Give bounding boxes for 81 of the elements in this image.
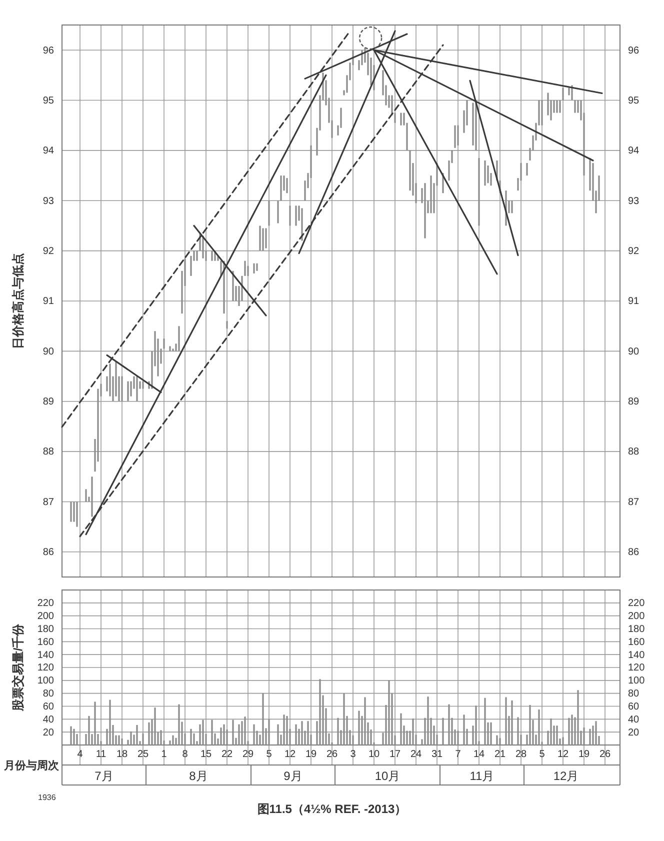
y-tick-label: 88 [42, 446, 54, 458]
x-tick-label: 5 [266, 749, 272, 760]
y-tick-label: 89 [42, 396, 54, 408]
y2-tick-label: 60 [628, 701, 640, 712]
x-tick-label: 26 [326, 749, 338, 760]
y-axis-title: 股票交易量/千份 [11, 622, 25, 712]
x-tick-label: 26 [599, 749, 611, 760]
x-tick-label: 8 [182, 749, 188, 760]
y-tick-label: 140 [37, 650, 54, 661]
y-tick-label: 120 [37, 662, 54, 674]
text: 11月 [470, 769, 494, 783]
y2-tick-label: 93 [628, 196, 640, 207]
x-tick-label: 14 [473, 749, 485, 760]
y2-tick-label: 20 [628, 727, 640, 738]
text: 图11.5（4½% REF. -2013） [257, 802, 407, 816]
y-tick-label: 95 [42, 95, 54, 106]
y2-tick-label: 95 [628, 95, 640, 106]
y2-tick-label: 220 [628, 598, 646, 610]
y-axis-title: 日价格高点与低点 [11, 253, 25, 349]
y-tick-label: 86 [42, 547, 54, 558]
x-tick-label: 12 [557, 749, 569, 760]
y-tick-label: 160 [37, 636, 54, 648]
y2-tick-label: 91 [628, 296, 640, 308]
text: 12月 [553, 769, 579, 783]
y-tick-label: 40 [42, 714, 54, 726]
y2-tick-label: 140 [628, 650, 646, 661]
x-tick-label: 4 [77, 749, 84, 760]
x-tick-label: 29 [242, 749, 254, 760]
y2-tick-label: 160 [628, 636, 646, 648]
y2-tick-label: 200 [628, 611, 646, 622]
x-tick-label: 17 [389, 749, 401, 760]
x-tick-label: 18 [116, 749, 128, 760]
y-tick-label: 20 [42, 727, 54, 738]
y-tick-label: 80 [42, 688, 54, 700]
y2-tick-label: 89 [628, 396, 640, 408]
y2-tick-label: 40 [628, 714, 640, 726]
y-tick-label: 93 [42, 196, 54, 207]
y-tick-label: 220 [37, 598, 54, 610]
y-tick-label: 90 [42, 346, 54, 358]
x-tick-label: 25 [137, 749, 149, 760]
y2-tick-label: 120 [628, 662, 646, 674]
y-tick-label: 91 [42, 296, 54, 308]
x-tick-label: 7 [455, 749, 462, 760]
x-tick-label: 1 [161, 749, 168, 760]
x-tick-label: 3 [350, 749, 356, 760]
y2-tick-label: 86 [628, 547, 640, 558]
x-tick-label: 22 [221, 749, 233, 760]
y-tick-label: 94 [42, 146, 54, 157]
y-tick-label: 96 [42, 45, 54, 56]
x-tick-label: 5 [539, 749, 546, 760]
x-tick-label: 19 [305, 749, 317, 760]
text: 7月 [94, 769, 114, 783]
y2-tick-label: 80 [628, 688, 640, 700]
text: 1936 [38, 793, 56, 802]
y-tick-label: 180 [37, 624, 54, 635]
x-tick-label: 11 [96, 749, 107, 760]
x-tick-label: 10 [368, 749, 380, 760]
x-tick-label: 31 [431, 749, 443, 760]
y-tick-label: 60 [42, 701, 54, 712]
text: 10月 [374, 769, 400, 783]
y2-tick-label: 88 [628, 446, 640, 458]
y-tick-label: 92 [42, 246, 54, 258]
x-axis-title: 月份与周次 [3, 759, 60, 772]
x-tick-label: 24 [410, 749, 422, 760]
y2-tick-label: 100 [628, 676, 646, 687]
x-tick-label: 12 [284, 749, 296, 760]
y2-tick-label: 180 [628, 624, 646, 635]
y2-tick-label: 96 [628, 45, 640, 56]
x-tick-label: 28 [515, 749, 527, 760]
text: 9月 [284, 769, 302, 783]
y2-tick-label: 90 [628, 346, 640, 358]
text: 8月 [189, 769, 208, 783]
y2-tick-label: 87 [628, 496, 640, 508]
y2-tick-label: 94 [628, 146, 640, 157]
y-tick-label: 100 [37, 676, 54, 687]
y-tick-label: 87 [42, 496, 54, 508]
x-tick-label: 21 [494, 749, 506, 760]
x-tick-label: 19 [578, 749, 590, 760]
y-tick-label: 200 [37, 611, 54, 622]
y2-tick-label: 92 [628, 246, 640, 258]
x-tick-label: 15 [200, 749, 212, 760]
